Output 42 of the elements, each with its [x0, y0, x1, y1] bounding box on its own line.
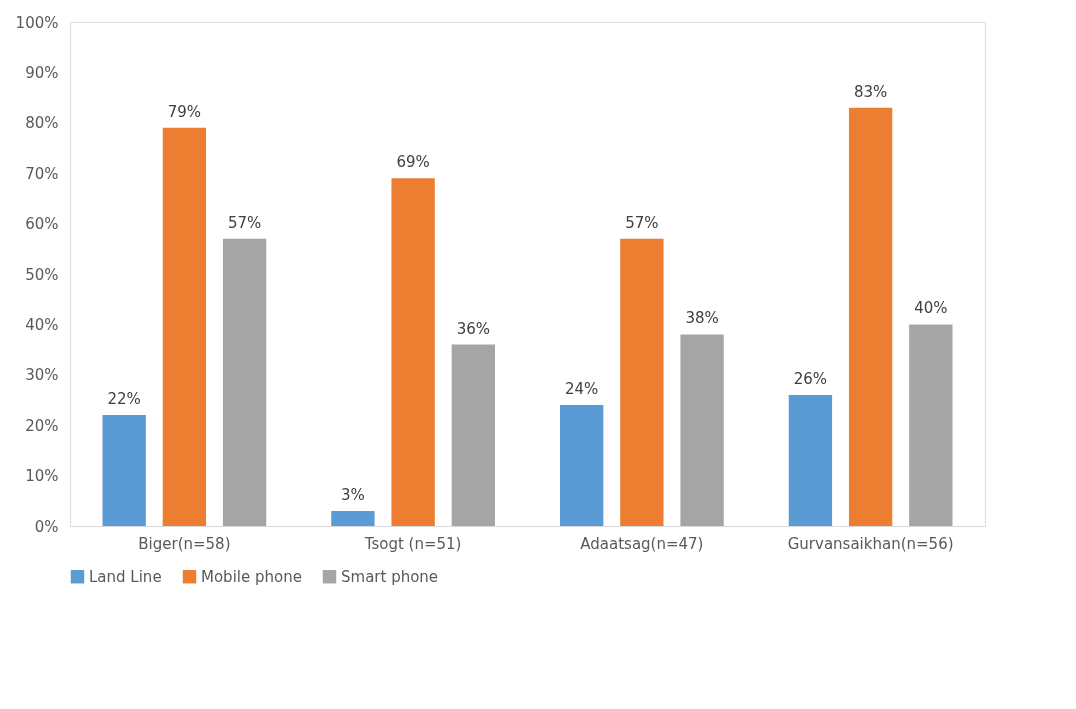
y-tick-label: 70%: [25, 164, 59, 183]
x-tick-label: Gurvansaikhan(n=56): [787, 534, 954, 553]
bar: [162, 127, 207, 526]
legend-label: Land Line: [89, 567, 162, 586]
data-label: 40%: [914, 299, 948, 318]
bar: [451, 344, 495, 526]
data-label: 69%: [396, 153, 430, 172]
data-label: 79%: [167, 102, 202, 121]
bar: [102, 415, 146, 526]
data-label: 3%: [341, 485, 365, 504]
x-tick-label: Tsogt (n=51): [363, 534, 462, 553]
data-label: 26%: [793, 369, 828, 388]
bar: [391, 178, 435, 526]
bar: [848, 107, 893, 526]
y-tick-label: 20%: [25, 416, 59, 435]
legend-label: Smart phone: [341, 567, 439, 586]
bar: [560, 405, 604, 526]
y-tick-label: 80%: [25, 114, 59, 133]
bar: [788, 394, 833, 526]
y-tick-label: 50%: [25, 265, 59, 284]
legend-label: Mobile phone: [201, 567, 302, 586]
data-label: 38%: [685, 309, 719, 328]
y-tick-label: 40%: [25, 315, 59, 334]
bar: [680, 334, 724, 526]
bar: [620, 238, 664, 526]
y-tick-label: 90%: [25, 63, 59, 82]
data-label: 24%: [565, 380, 599, 399]
data-label: 36%: [456, 319, 490, 338]
data-label: 22%: [107, 390, 141, 409]
y-tick-label: 0%: [34, 517, 59, 536]
x-tick-label: Adaatsag(n=47): [580, 534, 704, 553]
bar: [331, 510, 375, 526]
x-tick-label: Biger(n=58): [138, 534, 231, 553]
y-tick-label: 10%: [25, 467, 59, 486]
data-label: 57%: [227, 213, 262, 232]
bar: [909, 324, 953, 526]
data-label: 83%: [853, 82, 888, 101]
data-label: 57%: [625, 213, 659, 232]
y-tick-label: 30%: [25, 366, 59, 385]
y-tick-label: 60%: [25, 215, 59, 234]
bar: [222, 238, 267, 526]
y-tick-label: 100%: [15, 13, 59, 32]
